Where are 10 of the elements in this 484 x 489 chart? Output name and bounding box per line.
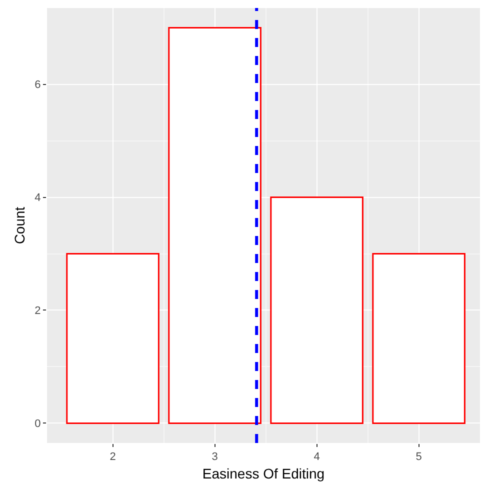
y-tick-label: 2 [34,305,41,318]
x-tick-label: 2 [110,451,116,464]
x-tick-label: 3 [212,451,218,464]
x-tick-label: 4 [314,451,320,464]
x-axis-title: Easiness Of Editing [202,466,325,482]
x-tick-label: 5 [416,451,422,464]
y-tick-label: 6 [34,79,41,92]
y-axis-title: Count [11,206,28,244]
y-tick-label: 0 [34,418,41,430]
y-tick-label: 4 [34,192,41,204]
